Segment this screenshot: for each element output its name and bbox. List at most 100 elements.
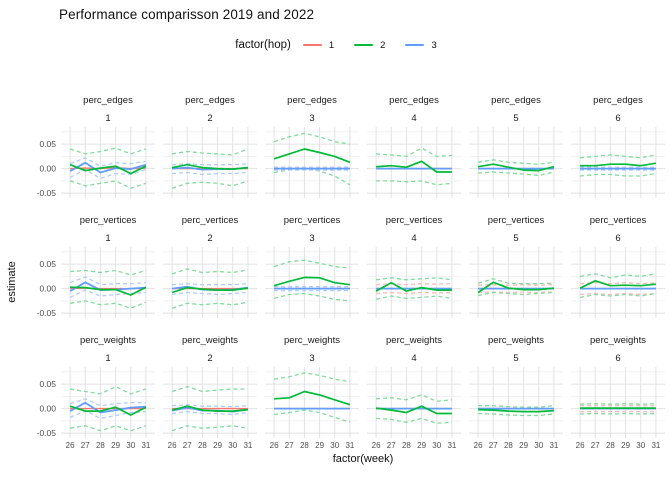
x-tick-label: 30 xyxy=(636,441,645,450)
facet-col-strip-label: 5 xyxy=(513,113,518,124)
estimate-line-hop-2 xyxy=(375,281,452,292)
legend-key-line xyxy=(302,44,322,46)
x-tick-label: 31 xyxy=(447,441,456,450)
facet-panel xyxy=(571,367,665,438)
ci-line-hop-2 xyxy=(70,269,147,276)
estimate-line-hop-2 xyxy=(477,163,555,172)
ci-line-hop-2 xyxy=(580,172,657,177)
ci-line-hop-2 xyxy=(171,425,249,432)
legend-item-label: 3 xyxy=(431,39,437,51)
x-tick-label: 27 xyxy=(285,441,294,450)
ci-line-hop-3 xyxy=(172,283,248,286)
x-tick-label: 29 xyxy=(315,441,324,450)
ci-line-hop-2 xyxy=(376,180,452,186)
x-tick-label: 31 xyxy=(141,441,150,450)
legend-title: factor(hop) xyxy=(235,39,291,51)
ci-line-hop-1 xyxy=(376,291,452,295)
x-tick-label: 28 xyxy=(96,441,105,450)
x-tick-label: 26 xyxy=(66,441,75,450)
legend-key-line xyxy=(354,44,374,46)
facet-col-strip-label: 1 xyxy=(105,113,110,124)
facet-col-strip-label: 3 xyxy=(309,113,314,124)
y-tick-label: -0.05 xyxy=(37,188,57,198)
ci-line-hop-2 xyxy=(171,148,249,156)
ci-line-hop-2 xyxy=(171,268,249,275)
facet-col-strip-label: 3 xyxy=(309,233,314,244)
x-tick-label: 28 xyxy=(402,441,411,450)
x-tick-label: 28 xyxy=(504,441,513,450)
facet-row-strip-label: perc_edges xyxy=(185,95,235,106)
y-tick-label: 0.00 xyxy=(39,404,56,414)
estimate-line-hop-2 xyxy=(69,405,147,416)
facet-row-strip-label: perc_weights xyxy=(80,335,136,346)
facet-col-strip-label: 4 xyxy=(411,353,416,364)
x-tick-label: 29 xyxy=(621,441,630,450)
ci-line-hop-2 xyxy=(273,259,350,269)
ci-line-hop-3 xyxy=(69,168,147,180)
facet-col-strip-label: 2 xyxy=(207,353,212,364)
estimate-line-hop-2 xyxy=(375,405,452,415)
y-tick-label: 0.05 xyxy=(39,379,56,389)
facet-col-strip-label: 6 xyxy=(615,233,620,244)
ci-line-hop-2 xyxy=(273,132,351,145)
facet-row-strip-label: perc_vertices xyxy=(182,215,239,226)
x-tick-label: 31 xyxy=(651,441,660,450)
x-tick-label: 28 xyxy=(300,441,309,450)
facet-col-strip-label: 2 xyxy=(207,113,212,124)
facet-row-strip-label: perc_weights xyxy=(590,335,646,346)
facet-row-strip-label: perc_vertices xyxy=(284,215,341,226)
ci-line-hop-1 xyxy=(580,292,656,296)
legend-item-label: 1 xyxy=(328,39,335,51)
facet-row-strip-label: perc_edges xyxy=(593,95,643,106)
ci-line-hop-2 xyxy=(273,292,350,302)
estimate-line-hop-2 xyxy=(273,276,351,287)
ci-line-hop-3 xyxy=(69,398,146,407)
x-tick-label: 28 xyxy=(606,441,615,450)
ci-line-hop-3 xyxy=(172,163,248,166)
ci-line-hop-2 xyxy=(69,385,147,395)
y-tick-label: 0.05 xyxy=(39,139,56,149)
legend-items: 1 2 3 xyxy=(302,39,437,51)
facet-row-strip-label: perc_vertices xyxy=(488,215,545,226)
ci-line-hop-3 xyxy=(69,276,146,286)
facet-panel xyxy=(571,127,665,198)
x-tick-label: 29 xyxy=(417,441,426,450)
legend-item-hop-1: 1 xyxy=(302,39,335,51)
estimate-line-hop-2 xyxy=(477,281,554,294)
estimate-line-hop-2 xyxy=(579,279,656,289)
estimate-line-hop-2 xyxy=(69,163,147,175)
ci-line-hop-2 xyxy=(69,425,147,432)
x-tick-label: 27 xyxy=(81,441,90,450)
ci-line-hop-2 xyxy=(477,159,554,165)
x-tick-label: 31 xyxy=(243,441,252,450)
facet-row-strip-label: perc_edges xyxy=(491,95,541,106)
estimate-line-hop-2 xyxy=(70,286,147,296)
facet-col-strip-label: 6 xyxy=(615,113,620,124)
estimate-line-hop-3 xyxy=(69,401,146,414)
x-tick-label: 27 xyxy=(591,441,600,450)
facet-panel xyxy=(265,247,359,318)
ci-line-hop-2 xyxy=(273,372,351,383)
facet-row-strip-label: perc_edges xyxy=(83,95,133,106)
x-tick-label: 31 xyxy=(345,441,354,450)
facet-row-strip-label: perc_edges xyxy=(287,95,337,106)
estimate-line-hop-2 xyxy=(274,390,351,406)
legend: factor(hop) 1 2 3 xyxy=(0,39,672,51)
estimate-line-hop-2 xyxy=(478,408,554,413)
facet-panel xyxy=(163,127,257,198)
facet-panel xyxy=(367,367,461,438)
ci-line-hop-2 xyxy=(171,385,248,393)
ci-line-hop-2 xyxy=(477,278,554,285)
x-tick-label: 30 xyxy=(126,441,135,450)
ci-line-hop-1 xyxy=(580,282,656,285)
facet-panel xyxy=(571,247,665,318)
facet-row-strip-label: perc_weights xyxy=(284,335,340,346)
ci-line-hop-1 xyxy=(376,283,452,286)
ci-line-hop-2 xyxy=(579,273,657,279)
x-axis-title: factor(week) xyxy=(332,453,394,465)
x-tick-label: 29 xyxy=(519,441,528,450)
facet-col-strip-label: 3 xyxy=(309,353,314,364)
estimate-line-hop-2 xyxy=(580,162,657,167)
x-tick-label: 27 xyxy=(183,441,192,450)
estimate-line-hop-2 xyxy=(376,160,452,173)
